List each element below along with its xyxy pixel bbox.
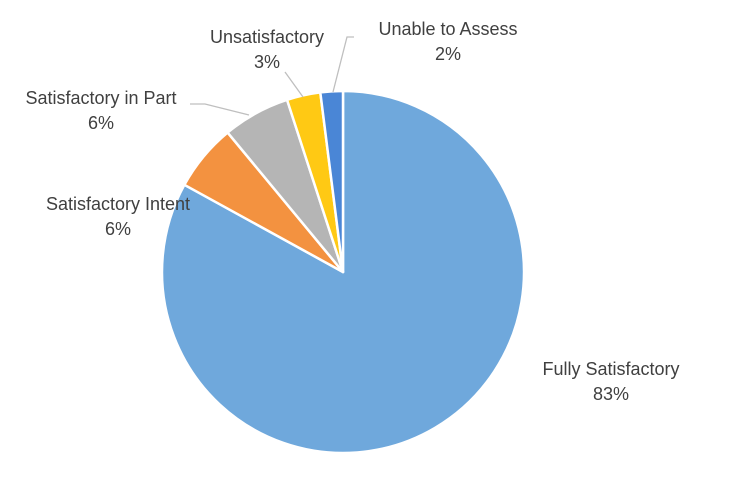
label-value-satisfactory-intent: 6% — [105, 219, 131, 239]
label-name-unable-to-assess: Unable to Assess — [378, 19, 517, 39]
data-labels: Fully Satisfactory 83% Satisfactory Intent… — [25, 19, 679, 404]
label-value-fully-satisfactory: 83% — [593, 384, 629, 404]
pie-slices — [160, 89, 526, 455]
label-value-unsatisfactory: 3% — [254, 52, 280, 72]
pie-slice-unable-to-assess — [319, 89, 345, 274]
leader-lines — [190, 36, 354, 116]
label-name-satisfactory-intent: Satisfactory Intent — [46, 194, 190, 214]
leader-line-satisfactory-in-part — [190, 103, 250, 116]
label-name-satisfactory-in-part: Satisfactory in Part — [25, 88, 176, 108]
leader-line-unable-to-assess — [332, 36, 354, 93]
leader-line-unsatisfactory — [284, 71, 304, 98]
label-name-unsatisfactory: Unsatisfactory — [210, 27, 324, 47]
label-value-satisfactory-in-part: 6% — [88, 113, 114, 133]
label-value-unable-to-assess: 2% — [435, 44, 461, 64]
label-name-fully-satisfactory: Fully Satisfactory — [542, 359, 679, 379]
